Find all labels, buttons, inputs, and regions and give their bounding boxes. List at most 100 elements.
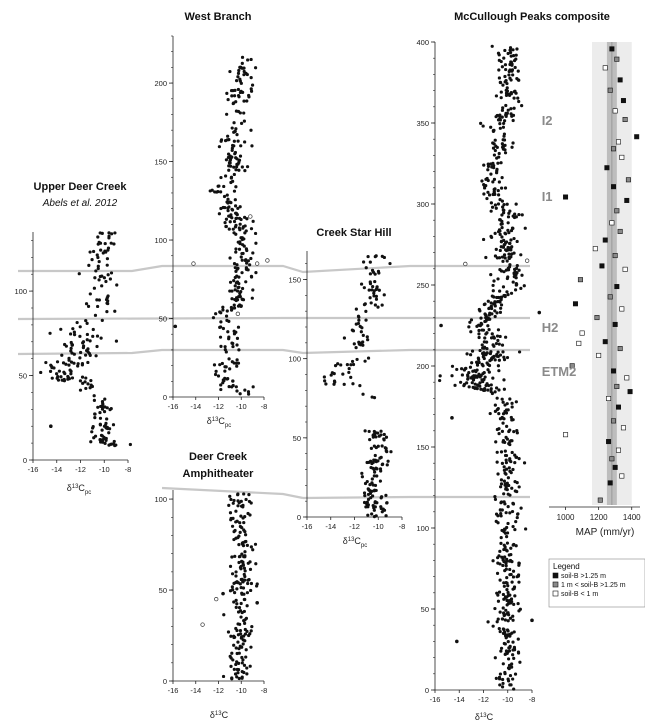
data-point xyxy=(504,67,508,72)
data-point xyxy=(227,164,231,168)
data-point xyxy=(515,263,519,268)
data-point xyxy=(503,148,507,152)
data-point xyxy=(243,550,247,554)
data-point xyxy=(232,219,237,224)
data-point xyxy=(494,94,499,98)
data-point xyxy=(247,392,251,396)
data-point xyxy=(498,629,502,634)
data-point xyxy=(504,79,508,83)
data-point xyxy=(489,209,493,213)
data-point xyxy=(507,646,511,650)
map-point xyxy=(612,464,618,470)
data-point xyxy=(373,501,377,505)
data-point xyxy=(504,458,508,462)
data-point xyxy=(511,280,515,284)
data-point xyxy=(242,99,246,103)
data-point xyxy=(49,424,53,429)
data-point xyxy=(354,307,358,311)
data-point xyxy=(225,193,229,197)
data-point xyxy=(217,184,221,188)
x-tick-label: -8 xyxy=(399,522,406,531)
data-point xyxy=(493,138,497,142)
data-point xyxy=(238,77,242,81)
data-point xyxy=(235,336,240,340)
data-point xyxy=(234,78,239,83)
data-point xyxy=(219,190,223,194)
data-point xyxy=(105,426,110,431)
data-point xyxy=(221,305,225,309)
data-point xyxy=(239,255,243,259)
data-point xyxy=(233,672,238,676)
data-point xyxy=(232,139,236,143)
data-point xyxy=(101,402,105,407)
data-point xyxy=(232,94,237,98)
map-point xyxy=(563,432,569,438)
data-point xyxy=(506,619,510,623)
data-point xyxy=(373,254,377,259)
data-point xyxy=(510,245,514,249)
data-point xyxy=(486,162,490,166)
x-axis-label: δ13C xyxy=(210,710,229,720)
x-tick-label: -10 xyxy=(502,695,513,704)
data-point xyxy=(505,541,510,545)
data-point xyxy=(237,661,241,665)
data-point xyxy=(511,614,515,618)
data-point xyxy=(248,664,252,668)
data-point xyxy=(469,318,474,322)
data-point xyxy=(503,256,507,260)
data-point xyxy=(477,335,481,340)
data-point xyxy=(227,205,231,209)
data-point xyxy=(499,482,504,486)
data-point xyxy=(240,645,244,649)
data-point xyxy=(235,628,239,633)
data-point xyxy=(224,224,228,229)
data-point xyxy=(504,248,509,253)
map-point xyxy=(620,425,626,431)
data-point xyxy=(504,608,508,612)
data-point xyxy=(504,268,509,272)
data-point xyxy=(219,387,223,392)
x-tick-label: -8 xyxy=(261,402,268,411)
data-point xyxy=(211,316,216,320)
event-label: H2 xyxy=(542,320,559,335)
data-point xyxy=(240,655,244,660)
data-point xyxy=(59,375,63,379)
data-point xyxy=(96,304,100,309)
data-point xyxy=(367,488,371,492)
data-point xyxy=(498,334,502,339)
data-point xyxy=(242,572,246,577)
data-point xyxy=(491,376,495,380)
data-point xyxy=(480,179,484,183)
data-point xyxy=(482,237,486,242)
x-tick-label: -8 xyxy=(529,695,536,704)
data-point xyxy=(497,427,501,431)
x-axis-label: δ13Cpc xyxy=(343,536,368,549)
data-point xyxy=(517,350,522,354)
data-point xyxy=(240,552,244,556)
data-point xyxy=(55,372,59,376)
data-point xyxy=(481,328,486,332)
data-point xyxy=(487,193,492,197)
map-point xyxy=(577,277,583,283)
data-point xyxy=(233,129,237,133)
data-point xyxy=(371,466,375,470)
data-point xyxy=(246,390,251,394)
y-tick-label: 250 xyxy=(416,281,429,290)
data-point xyxy=(504,472,508,476)
y-tick-label: 50 xyxy=(159,586,167,595)
data-point xyxy=(499,541,503,546)
data-point xyxy=(378,479,383,483)
data-point xyxy=(245,261,249,265)
data-point xyxy=(227,168,231,172)
data-point xyxy=(243,555,247,559)
y-tick-label: 0 xyxy=(23,456,27,465)
map-point xyxy=(627,389,633,395)
data-point xyxy=(500,142,504,146)
data-point xyxy=(362,302,367,307)
data-point xyxy=(232,667,236,671)
data-point xyxy=(238,622,242,626)
data-point xyxy=(467,385,471,389)
data-point xyxy=(499,478,504,482)
data-point xyxy=(230,297,234,301)
data-point xyxy=(230,651,234,655)
